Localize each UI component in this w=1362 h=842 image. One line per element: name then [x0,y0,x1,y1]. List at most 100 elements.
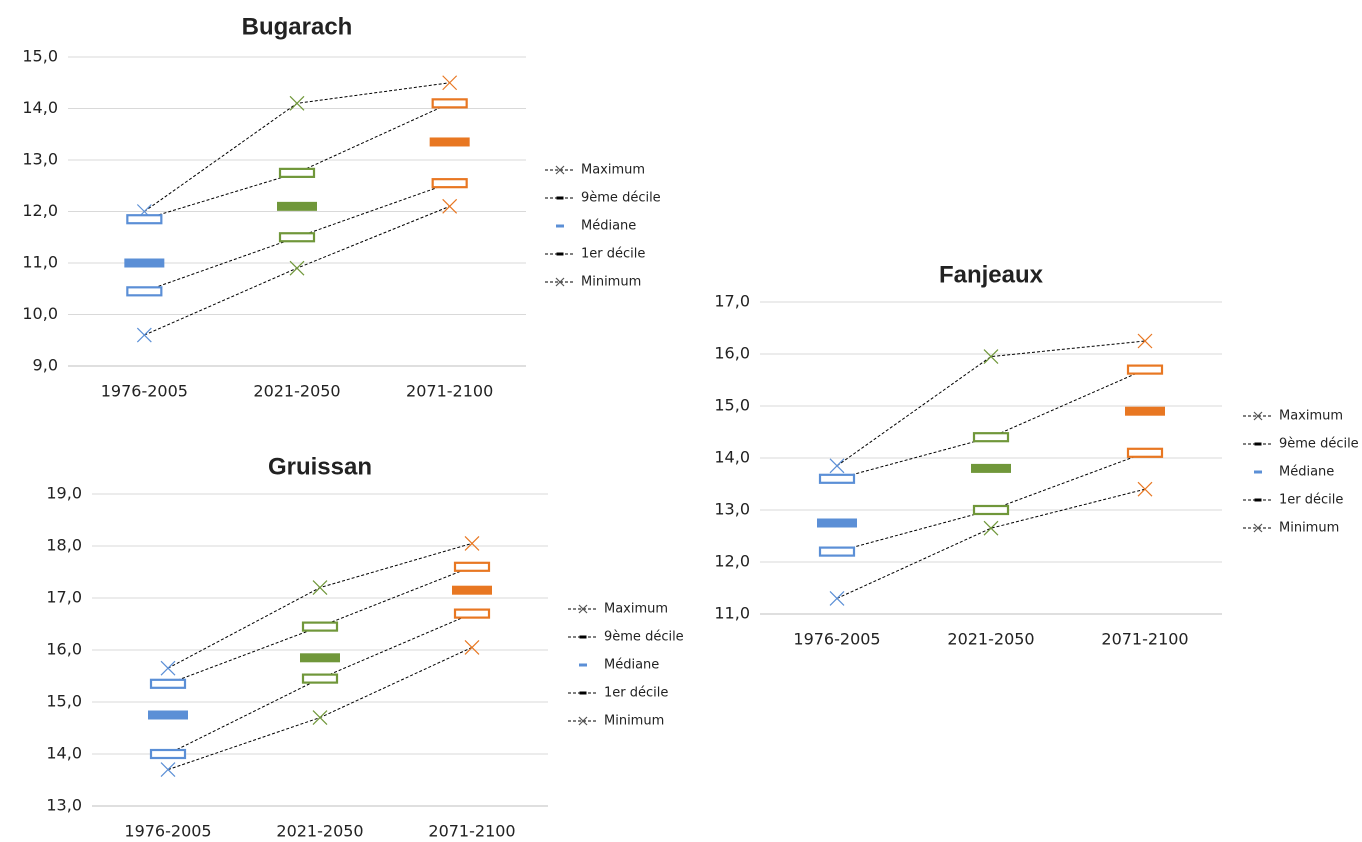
legend-label: 1er décile [581,247,645,262]
median-marker [971,463,1011,473]
x-marker [464,639,480,655]
y-tick-label: 14,0 [22,98,58,117]
median-marker [124,258,165,268]
decile-marker [431,98,468,109]
x-marker [578,604,588,614]
chart-title: Fanjeaux [939,261,1044,288]
legend-label: Minimum [1279,521,1339,536]
decile-marker [1126,447,1164,458]
y-tick-label: 16,0 [46,640,82,659]
decile-marker [149,678,187,689]
y-tick-label: 15,0 [22,47,58,66]
x-tick-label: 2071-2100 [428,822,515,841]
decile-marker [972,432,1010,443]
decile-marker [972,504,1010,516]
y-tick-label: 14,0 [714,448,750,467]
y-tick-label: 11,0 [22,253,58,272]
legend-label: Maximum [1279,409,1343,424]
x-marker [289,260,305,276]
y-tick-label: 13,0 [22,150,58,169]
x-marker [312,710,328,726]
x-tick-label: 2071-2100 [406,382,493,401]
series-line [144,205,450,336]
decile-marker [556,196,564,200]
x-marker [829,458,845,474]
median-marker [1125,406,1165,416]
x-marker [160,660,176,676]
legend-label: Minimum [581,275,641,290]
series-line [836,340,1146,467]
x-marker [578,716,588,726]
y-tick-label: 16,0 [714,344,750,363]
median-marker [148,710,188,720]
x-marker [136,327,152,343]
x-marker [1253,523,1263,533]
x-marker [289,95,305,111]
x-tick-label: 2021-2050 [253,382,340,401]
decile-marker [301,621,339,632]
median-marker [300,653,340,663]
y-tick-label: 18,0 [46,536,82,555]
decile-marker [818,546,856,557]
x-marker [464,535,480,551]
y-tick-label: 19,0 [46,484,82,503]
series-line [167,613,473,755]
legend-label: 9ème décile [604,630,684,645]
legend-label: Minimum [604,714,664,729]
decile-marker [126,286,163,297]
legend-label: 1er décile [1279,493,1343,508]
y-tick-label: 9,0 [33,356,58,375]
median-marker [452,585,492,595]
x-marker [442,75,458,91]
series-line [144,102,450,220]
decile-marker [579,691,587,695]
y-tick-label: 13,0 [714,500,750,519]
x-tick-label: 1976-2005 [124,822,211,841]
x-tick-label: 1976-2005 [101,382,188,401]
x-marker [312,580,328,596]
decile-marker [1254,498,1262,502]
legend-label: 9ème décile [581,191,661,206]
decile-marker [579,635,587,639]
x-marker [1137,481,1153,497]
median-marker [429,137,470,147]
median-marker [1254,470,1262,474]
decile-marker [453,561,491,572]
y-tick-label: 15,0 [46,692,82,711]
legend-label: Maximum [604,602,668,617]
decile-marker [126,214,163,225]
x-tick-label: 1976-2005 [793,630,880,649]
decile-marker [453,608,491,619]
legend-label: Maximum [581,163,645,178]
decile-marker [556,252,564,256]
decile-marker [301,673,339,684]
legend-label: Médiane [581,219,636,234]
decile-marker [278,167,316,178]
decile-marker [1126,364,1164,375]
x-marker [442,198,458,214]
y-tick-label: 12,0 [22,201,58,220]
legend-label: Médiane [1279,465,1334,480]
legend-label: 1er décile [604,686,668,701]
legend-label: Médiane [604,658,659,673]
y-tick-label: 17,0 [46,588,82,607]
x-tick-label: 2021-2050 [947,630,1034,649]
chart-title: Gruissan [268,453,372,480]
chart-title: Bugarach [242,13,353,40]
x-marker [555,165,565,175]
decile-marker [278,232,316,243]
y-tick-label: 14,0 [46,744,82,763]
y-tick-label: 15,0 [714,396,750,415]
series-line [167,542,473,669]
y-tick-label: 13,0 [46,796,82,815]
series-line [144,82,450,212]
series-line [836,488,1146,599]
y-tick-label: 11,0 [714,604,750,623]
median-marker [579,663,587,667]
x-marker [983,349,999,365]
decile-marker [1254,442,1262,446]
y-tick-label: 10,0 [22,304,58,323]
series-line [836,369,1146,480]
